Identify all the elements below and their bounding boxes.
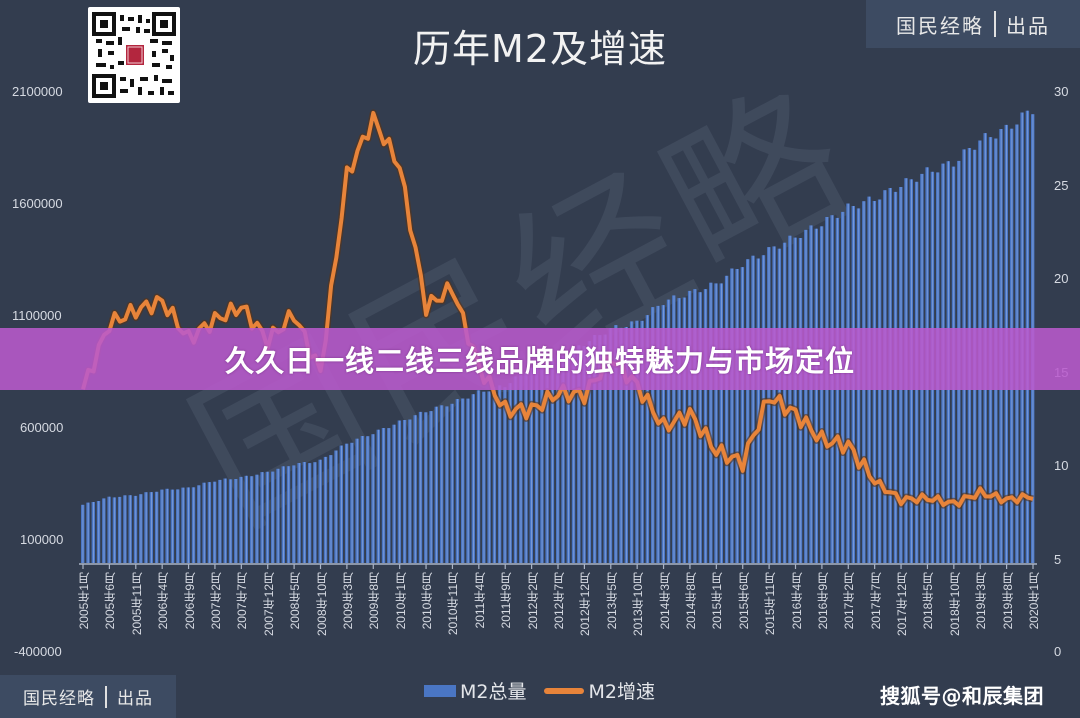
right-axis-tick: 10: [1054, 458, 1069, 473]
x-axis-tick-label: 2007年7月: [235, 572, 250, 630]
x-axis-tick-label: 2017年12月: [895, 572, 910, 637]
left-axis-tick: 100000: [20, 532, 64, 547]
legend-item-m2-growth: M2增速: [588, 681, 655, 703]
x-axis-tick-label: 2009年3月: [340, 572, 355, 630]
left-axis-tick: 600000: [20, 420, 64, 435]
brand-name: 国民经略: [896, 13, 984, 38]
overlay-banner: 久久日一线二线三线品牌的独特魅力与市场定位: [0, 328, 1080, 390]
qr-code-icon: [92, 12, 176, 98]
x-axis-tick-label: 2009年8月: [367, 572, 382, 630]
x-axis-tick-label: 2017年2月: [842, 572, 857, 630]
right-axis-tick: 5: [1054, 552, 1062, 567]
x-axis-tick-label: 2008年10月: [314, 572, 329, 637]
x-axis-tick-label: 2006年4月: [156, 572, 171, 630]
x-axis-tick-label: 2013年5月: [604, 572, 619, 630]
brand-badge-top: 国民经略 出品: [866, 0, 1080, 48]
x-axis-tick-label: 2005年1月: [77, 572, 91, 630]
legend-bar-swatch-icon: [424, 684, 456, 697]
brand-badge-bottom: 国民经略 出品: [0, 675, 176, 718]
x-axis-tick-label: 2014年8月: [683, 572, 698, 630]
x-axis-tick-label: 2016年9月: [815, 572, 830, 630]
brand-suffix: 出品: [117, 689, 153, 709]
x-axis-tick-label: 2010年6月: [420, 572, 435, 630]
m2-growth-line: [81, 110, 1034, 508]
x-axis-tick-label: 2019年3月: [974, 572, 989, 630]
right-axis-tick: 30: [1054, 84, 1069, 99]
left-axis-tick: 1600000: [12, 196, 63, 211]
x-axis-tick-label: 2019年8月: [1000, 572, 1015, 630]
x-axis-tick-label: 2013年10月: [631, 572, 646, 637]
right-axis-tick: 20: [1054, 271, 1069, 286]
x-axis-tick-label: 2016年4月: [789, 572, 804, 630]
right-axis-tick: 0: [1054, 644, 1062, 659]
left-axis-tick: 2100000: [12, 84, 63, 99]
x-axis-tick-label: 2008年5月: [288, 572, 303, 630]
chart-title: 历年M2及增速: [413, 27, 667, 71]
x-axis-tick-label: 2017年7月: [868, 572, 883, 630]
x-axis-tick-label: 2005年6月: [103, 572, 118, 630]
banner-text: 久久日一线二线三线品牌的独特魅力与市场定位: [224, 344, 855, 378]
x-axis-tick-label: 2011年9月: [499, 572, 514, 629]
brand-name: 国民经略: [23, 689, 95, 709]
brand-divider: [994, 11, 996, 37]
x-axis-tick-label: 2007年2月: [208, 572, 223, 630]
x-axis-tick-label: 2010年11月: [446, 572, 461, 636]
x-axis-tick-label: 2005年11月: [129, 572, 144, 636]
x-axis-tick-label: 2018年5月: [921, 572, 936, 630]
x-axis-tick-label: 2015年1月: [710, 572, 725, 630]
x-axis-tick-label: 2015年11月: [763, 572, 778, 636]
qr-code: [88, 7, 180, 103]
x-axis-tick-label: 2012年2月: [525, 572, 540, 630]
brand-divider: [105, 685, 107, 708]
source-credit: 搜狐号@和辰集团: [880, 684, 1044, 708]
x-axis-tick-label: 2010年1月: [393, 572, 408, 630]
x-axis-tick-label: 2012年12月: [578, 572, 593, 637]
x-axis-tick-label: 2007年12月: [261, 572, 276, 637]
x-axis-tick-label: 2011年4月: [472, 572, 487, 629]
x-axis-tick-label: 2012年7月: [552, 572, 566, 630]
left-axis-tick: -400000: [14, 644, 62, 659]
x-axis-tick-label: 2014年3月: [657, 572, 672, 630]
x-axis-tick-label: 2020年1月: [1027, 572, 1041, 630]
left-axis-tick: 1100000: [12, 308, 62, 323]
x-axis-tick-label: 2015年6月: [736, 572, 751, 630]
x-axis-tick-label: 2018年10月: [947, 572, 962, 637]
chart-legend: M2总量 M2增速: [424, 677, 655, 704]
right-axis-tick: 25: [1054, 178, 1069, 193]
x-axis-tick-label: 2006年9月: [182, 572, 197, 630]
legend-item-m2-total: M2总量: [460, 681, 527, 703]
legend-line-swatch-icon: [544, 687, 585, 694]
brand-suffix: 出品: [1006, 13, 1050, 38]
